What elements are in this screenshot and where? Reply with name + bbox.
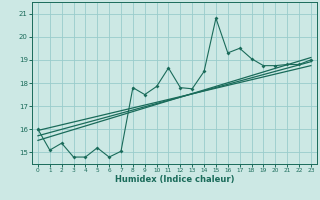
X-axis label: Humidex (Indice chaleur): Humidex (Indice chaleur) [115, 175, 234, 184]
